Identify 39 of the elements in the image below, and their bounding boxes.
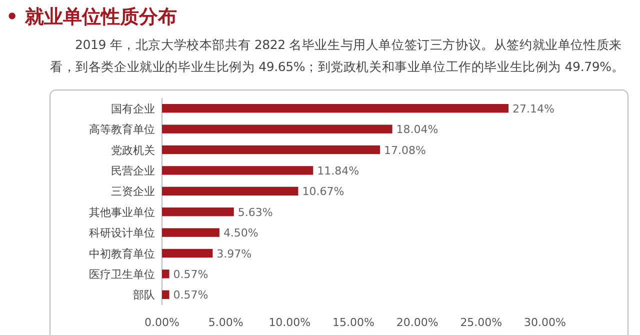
y-tick-label: 党政机关 xyxy=(111,144,155,157)
x-tick-label: 30.00% xyxy=(524,316,566,329)
y-tick-label: 高等教育单位 xyxy=(89,123,155,136)
data-label: 18.04% xyxy=(396,123,438,136)
y-tick-label: 三资企业 xyxy=(111,185,155,198)
data-label: 27.14% xyxy=(512,102,554,116)
x-tick-label: 25.00% xyxy=(460,316,502,329)
bar xyxy=(162,270,170,278)
x-tick-label: 20.00% xyxy=(396,316,438,329)
data-label: 10.67% xyxy=(302,185,344,198)
x-tick-label: 5.00% xyxy=(208,316,244,329)
y-tick-label: 科研设计单位 xyxy=(89,226,155,240)
data-label: 0.57% xyxy=(173,288,208,302)
x-tick-label: 10.00% xyxy=(268,316,311,329)
chart-subtitle: 2019 年，北京大学校本部共有 2822 名毕业生与用人单位签订三方协议。从签约就业单位性质来看，到各类企业就业的毕业生比例为 49.65%；到党政机关和事业单位工作的毕业生比例为 49.79%。 xyxy=(50,36,626,76)
data-label: 5.63% xyxy=(238,206,273,219)
bar xyxy=(162,104,508,113)
y-tick-label: 其他事业单位 xyxy=(89,206,155,219)
bar xyxy=(162,166,314,175)
chart-title: • 就业单位性质分布 xyxy=(6,5,177,30)
bar xyxy=(162,145,380,154)
y-tick-label: 医疗卫生单位 xyxy=(89,268,155,281)
bar xyxy=(162,290,170,299)
data-label: 11.84% xyxy=(317,164,360,178)
data-label: 17.08% xyxy=(384,144,426,157)
data-label: 4.50% xyxy=(223,226,258,240)
bar xyxy=(162,248,213,258)
y-tick-label: 中初教育单位 xyxy=(89,247,155,260)
x-tick-label: 15.00% xyxy=(332,316,374,329)
bar xyxy=(162,186,298,196)
bar xyxy=(162,208,234,216)
y-tick-label: 民营企业 xyxy=(111,164,155,178)
bar xyxy=(162,228,220,237)
bar xyxy=(162,124,392,134)
data-label: 3.97% xyxy=(216,247,252,260)
y-tick-label: 国有企业 xyxy=(111,102,155,116)
x-tick-label: 0.00% xyxy=(144,316,180,329)
y-tick-label: 部队 xyxy=(133,288,155,302)
data-label: 0.57% xyxy=(173,268,208,281)
